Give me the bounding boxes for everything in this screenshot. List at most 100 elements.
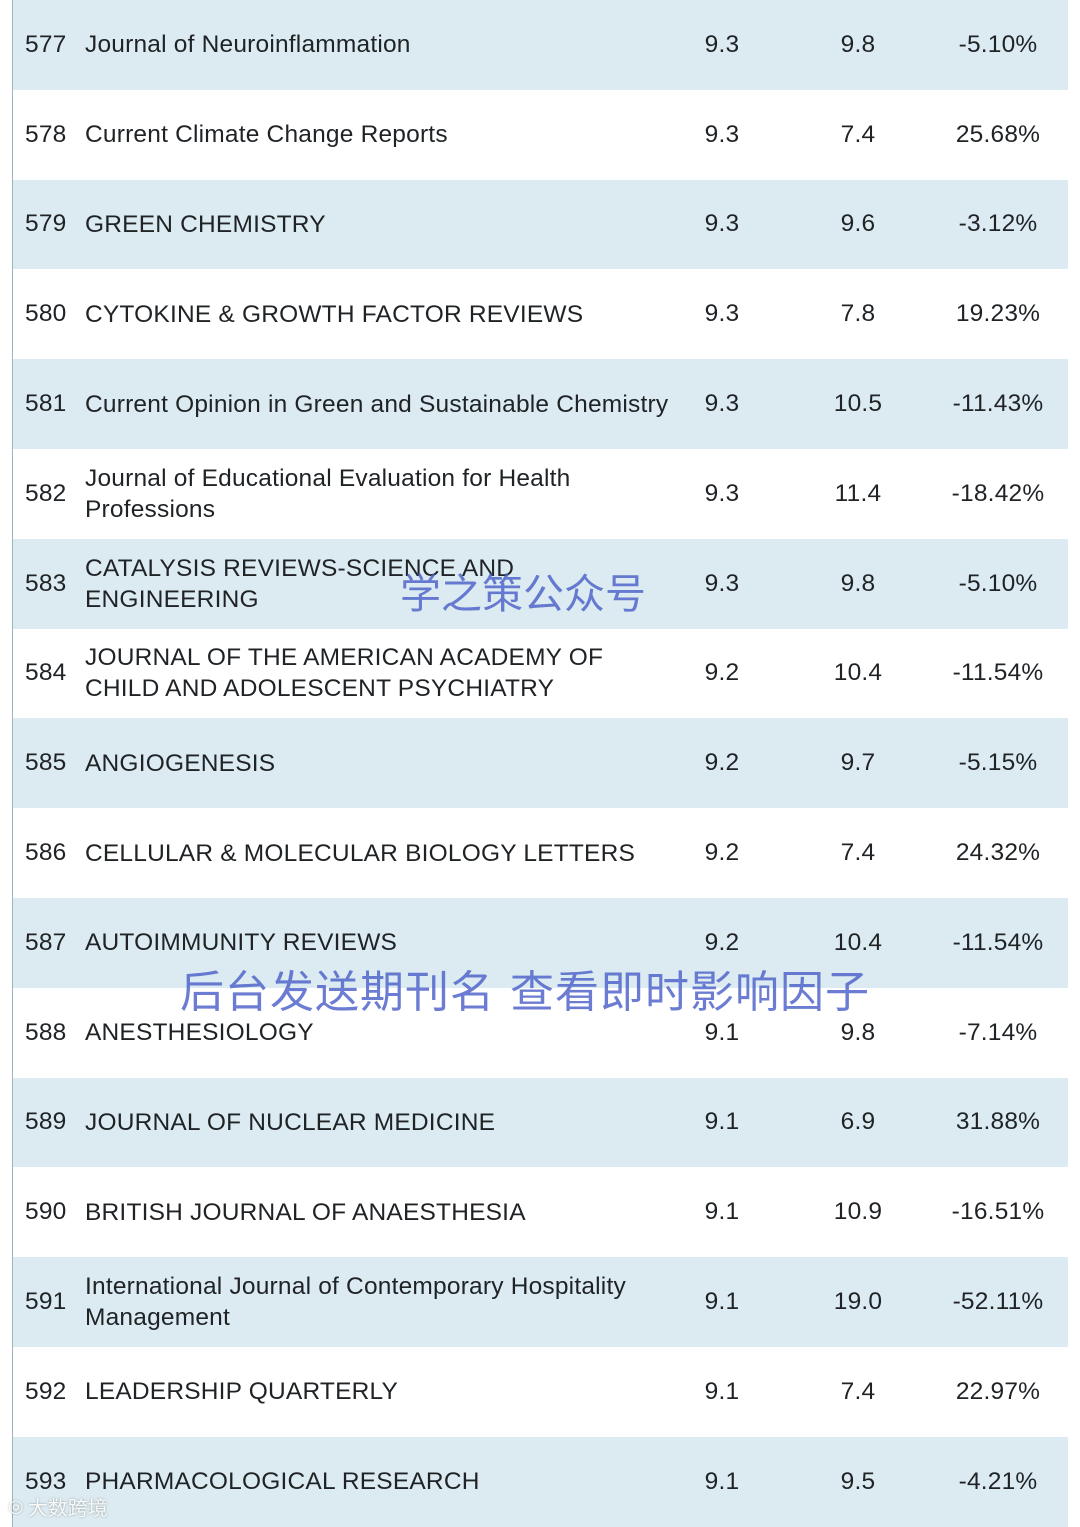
rank-cell: 580 <box>25 300 67 328</box>
table-row: 586 CELLULAR & MOLECULAR BIOLOGY LETTERS… <box>13 808 1068 898</box>
journal-name: AUTOIMMUNITY REVIEWS <box>85 929 398 957</box>
value-cell: 9.2 <box>704 749 740 777</box>
journal-name: JOURNAL OF NUCLEAR MEDICINE <box>85 1108 496 1136</box>
value-cell: 9.5 <box>840 1467 876 1495</box>
rank-cell: 577 <box>25 30 67 58</box>
journal-name: ANGIOGENESIS <box>85 749 276 777</box>
value-cell: 9.1 <box>704 1108 740 1136</box>
change-cell: -5.15% <box>958 749 1038 777</box>
change-cell: 24.32% <box>955 839 1041 867</box>
value-cell: 10.5 <box>833 390 883 418</box>
journal-name: BRITISH JOURNAL OF ANAESTHESIA <box>85 1198 526 1226</box>
table-row: 584 JOURNAL OF THE AMERICAN ACADEMY OF C… <box>13 628 1068 719</box>
table-row: 593 PHARMACOLOGICAL RESEARCH 9.1 9.5 -4.… <box>13 1436 1068 1527</box>
value-cell: 9.3 <box>704 210 740 238</box>
change-cell: 25.68% <box>955 120 1041 148</box>
value-cell: 11.4 <box>834 479 882 507</box>
table-row: 585 ANGIOGENESIS 9.2 9.7 -5.15% <box>13 718 1068 809</box>
value-cell: 9.2 <box>704 659 740 687</box>
corner-logo: ◎ 大数跨境 <box>8 1492 108 1521</box>
value-cell: 9.6 <box>840 210 876 238</box>
journal-name: Journal of Neuroinflammation <box>85 31 411 59</box>
table-row: 587 AUTOIMMUNITY REVIEWS 9.2 10.4 -11.54… <box>13 897 1068 988</box>
value-cell: 7.4 <box>840 839 876 867</box>
weibo-icon: ◎ <box>8 1496 24 1516</box>
value-cell: 9.2 <box>704 839 740 867</box>
change-cell: -16.51% <box>951 1198 1045 1226</box>
rank-cell: 593 <box>25 1467 67 1495</box>
change-cell: 22.97% <box>955 1377 1041 1405</box>
value-cell: 10.9 <box>833 1198 883 1226</box>
value-cell: 7.4 <box>840 120 876 148</box>
table-row: 577 Journal of Neuroinflammation 9.3 9.8… <box>13 0 1068 90</box>
journal-name: CATALYSIS REVIEWS-SCIENCE AND ENGINEERIN… <box>85 554 515 613</box>
change-cell: -4.21% <box>958 1467 1038 1495</box>
value-cell: 10.4 <box>833 928 883 956</box>
change-cell: -11.54% <box>952 928 1044 956</box>
journal-name: Current Opinion in Green and Sustainable… <box>85 390 669 418</box>
rank-cell: 586 <box>25 839 67 867</box>
table-row: 591 International Journal of Contemporar… <box>13 1257 1068 1347</box>
change-cell: -52.11% <box>952 1288 1044 1316</box>
rank-cell: 583 <box>25 569 67 597</box>
rank-cell: 578 <box>25 120 67 148</box>
value-cell: 7.4 <box>840 1377 876 1405</box>
table-row: 580 CYTOKINE & GROWTH FACTOR REVIEWS 9.3… <box>13 269 1068 360</box>
journal-name: CYTOKINE & GROWTH FACTOR REVIEWS <box>85 300 584 328</box>
table-row: 592 LEADERSHIP QUARTERLY 9.1 7.4 22.97% <box>13 1346 1068 1437</box>
table-row: 583 CATALYSIS REVIEWS-SCIENCE AND ENGINE… <box>13 538 1068 629</box>
journal-name: PHARMACOLOGICAL RESEARCH <box>85 1468 480 1496</box>
value-cell: 9.3 <box>704 479 740 507</box>
change-cell: -11.43% <box>952 390 1044 418</box>
value-cell: 9.7 <box>840 749 876 777</box>
value-cell: 9.8 <box>840 30 876 58</box>
value-cell: 9.1 <box>704 1467 740 1495</box>
value-cell: 9.3 <box>704 300 740 328</box>
value-cell: 9.3 <box>704 569 740 597</box>
table-row: 588 ANESTHESIOLOGY 9.1 9.8 -7.14% <box>13 987 1068 1078</box>
rank-cell: 589 <box>25 1108 67 1136</box>
journal-table: 577 Journal of Neuroinflammation 9.3 9.8… <box>12 0 1068 1527</box>
journal-name: Current Climate Change Reports <box>85 121 448 149</box>
value-cell: 9.1 <box>704 1377 740 1405</box>
value-cell: 9.1 <box>704 1288 740 1316</box>
journal-name: Journal of Educational Evaluation for He… <box>85 464 571 523</box>
journal-name: GREEN CHEMISTRY <box>85 210 326 238</box>
value-cell: 6.9 <box>840 1108 876 1136</box>
change-cell: -11.54% <box>952 659 1044 687</box>
rank-cell: 582 <box>25 479 67 507</box>
value-cell: 7.8 <box>840 300 876 328</box>
journal-name: LEADERSHIP QUARTERLY <box>85 1378 399 1406</box>
table-row: 589 JOURNAL OF NUCLEAR MEDICINE 9.1 6.9 … <box>13 1077 1068 1168</box>
rank-cell: 592 <box>25 1377 67 1405</box>
change-cell: -5.10% <box>958 569 1038 597</box>
value-cell: 9.1 <box>704 1018 740 1046</box>
value-cell: 9.3 <box>704 30 740 58</box>
table-row: 581 Current Opinion in Green and Sustain… <box>13 359 1068 449</box>
rank-cell: 579 <box>25 210 67 238</box>
table-row: 582 Journal of Educational Evaluation fo… <box>13 448 1068 539</box>
table-row: 590 BRITISH JOURNAL OF ANAESTHESIA 9.1 1… <box>13 1167 1068 1258</box>
change-cell: -3.12% <box>958 210 1038 238</box>
rank-cell: 590 <box>25 1198 67 1226</box>
value-cell: 19.0 <box>833 1288 883 1316</box>
corner-logo-text: 大数跨境 <box>27 1498 108 1520</box>
journal-name: ANESTHESIOLOGY <box>85 1019 314 1047</box>
rank-cell: 581 <box>25 390 67 418</box>
value-cell: 9.3 <box>704 390 740 418</box>
rank-cell: 587 <box>25 928 67 956</box>
change-cell: -7.14% <box>958 1018 1038 1046</box>
change-cell: -18.42% <box>951 479 1045 507</box>
change-cell: 31.88% <box>955 1108 1041 1136</box>
table-row: 579 GREEN CHEMISTRY 9.3 9.6 -3.12% <box>13 179 1068 270</box>
rank-cell: 591 <box>25 1288 67 1316</box>
change-cell: 19.23% <box>955 300 1041 328</box>
rank-cell: 584 <box>25 659 67 687</box>
value-cell: 10.4 <box>833 659 883 687</box>
value-cell: 9.8 <box>840 1018 876 1046</box>
value-cell: 9.3 <box>704 120 740 148</box>
journal-name: CELLULAR & MOLECULAR BIOLOGY LETTERS <box>85 839 636 867</box>
rank-cell: 585 <box>25 749 67 777</box>
journal-name: International Journal of Contemporary Ho… <box>85 1273 626 1332</box>
change-cell: -5.10% <box>958 30 1038 58</box>
